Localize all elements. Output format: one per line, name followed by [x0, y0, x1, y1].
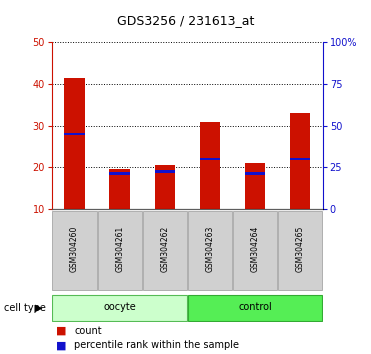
- Bar: [278, 211, 322, 290]
- Bar: [109, 172, 130, 175]
- Text: ■: ■: [56, 340, 66, 350]
- Text: ▶: ▶: [35, 303, 43, 313]
- Bar: [52, 211, 96, 290]
- Text: GDS3256 / 231613_at: GDS3256 / 231613_at: [117, 14, 254, 27]
- Bar: [188, 295, 322, 321]
- Bar: [155, 165, 175, 209]
- Text: GSM304263: GSM304263: [206, 225, 214, 272]
- Bar: [64, 133, 85, 135]
- Text: GSM304260: GSM304260: [70, 225, 79, 272]
- Text: control: control: [238, 302, 272, 313]
- Bar: [200, 121, 220, 209]
- Text: GSM304264: GSM304264: [250, 225, 260, 272]
- Text: percentile rank within the sample: percentile rank within the sample: [74, 340, 239, 350]
- Bar: [155, 170, 175, 173]
- Bar: [233, 211, 277, 290]
- Text: cell type: cell type: [4, 303, 46, 313]
- Bar: [245, 163, 265, 209]
- Text: GSM304262: GSM304262: [160, 225, 169, 272]
- Text: GSM304261: GSM304261: [115, 225, 124, 272]
- Bar: [64, 78, 85, 209]
- Text: oocyte: oocyte: [103, 302, 136, 313]
- Text: ■: ■: [56, 326, 66, 336]
- Text: GSM304265: GSM304265: [296, 225, 305, 272]
- Bar: [188, 211, 232, 290]
- Text: count: count: [74, 326, 102, 336]
- Bar: [109, 169, 130, 209]
- Bar: [290, 113, 311, 209]
- Bar: [200, 158, 220, 160]
- Bar: [143, 211, 187, 290]
- Bar: [290, 158, 311, 160]
- Bar: [245, 172, 265, 175]
- Bar: [52, 295, 187, 321]
- Bar: [98, 211, 142, 290]
